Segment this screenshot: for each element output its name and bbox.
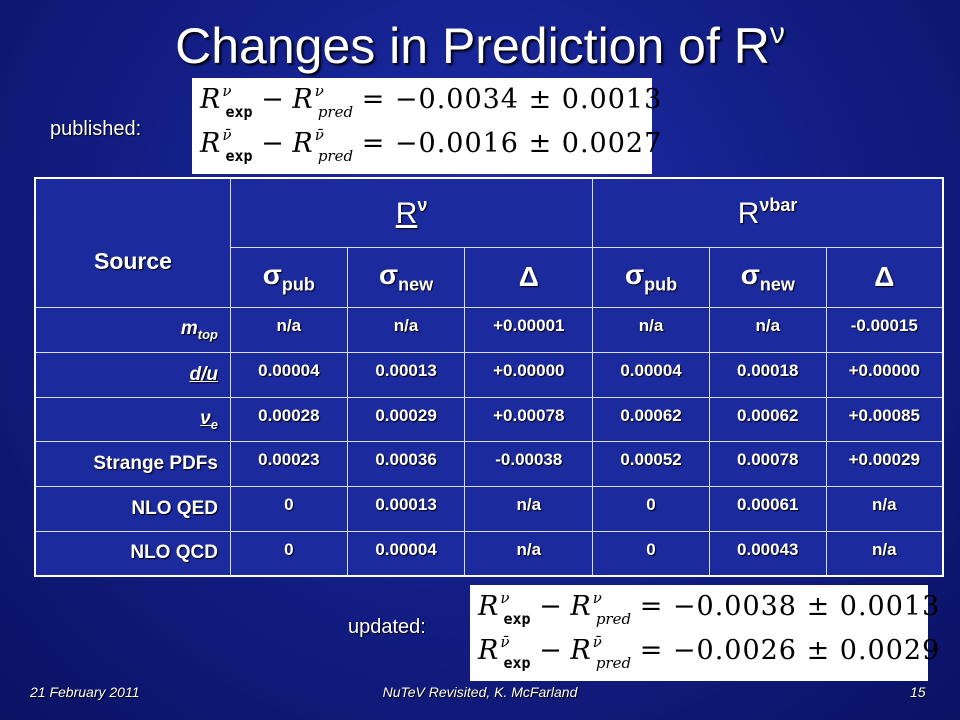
table-row: NLO QCD 0 0.00004 n/a 0 0.00043 n/a [34,530,944,577]
table-cell: 0.00062 [592,396,710,443]
table-cell: 0.00036 [346,441,466,488]
table-row: Strange PDFs 0.00023 0.00036 -0.00038 0.0005… [34,441,944,488]
table-cell: 0.00052 [592,441,710,488]
col-header-sigma-new-nubar: σnew [708,246,827,309]
table-cell: 0.00078 [708,441,827,488]
table-cell: 0.00013 [346,486,466,532]
table-cell: n/a [346,307,466,354]
table-cell: 0.00061 [708,486,827,532]
table-cell: 0.00004 [346,530,466,577]
table-cell: 0.00023 [229,441,348,488]
slide-title-text: Changes in Prediction of R [175,18,770,74]
table-cell: 0.00028 [229,396,348,443]
table-cell: n/a [708,307,827,354]
systematics-table: Source Rν Rνbar σpub σnew Δ σpub σnew Δ … [34,177,944,577]
footer-date: 21 February 2011 [30,684,140,700]
table-cell: -0.00038 [464,441,594,488]
table-cell: n/a [464,530,594,577]
row-source: mtop [34,307,231,354]
table-cell: -0.00015 [825,307,944,354]
table-cell: 0.00013 [346,352,466,398]
row-source: NLO QED [34,486,231,532]
table-cell: 0 [592,486,710,532]
footer-page-number: 15 [910,684,926,700]
group-header-rnubar: Rνbar [592,177,944,248]
slide-title-sup: ν [769,17,785,50]
table-cell: 0.00043 [708,530,827,577]
table-cell: 0.00029 [346,396,466,443]
table-cell: 0.00018 [708,352,827,398]
source-header: Source [34,177,231,309]
table-row: mtop n/a n/a +0.00001 n/a n/a -0.00015 [34,307,944,354]
col-header-sigma-pub-nubar: σpub [592,246,710,309]
table-cell: 0 [229,530,348,577]
col-header-sigma-new-nu: σnew [346,246,466,309]
table-cell: 0.00004 [592,352,710,398]
table-row: NLO QED 0 0.00013 n/a 0 0.00061 n/a [34,486,944,532]
table-body: mtop n/a n/a +0.00001 n/a n/a -0.00015 d/u 0.000… [34,307,944,577]
table-cell: 0 [229,486,348,532]
table-cell: n/a [825,530,944,577]
published-label: published: [50,118,142,140]
table-cell: +0.00078 [464,396,594,443]
table-cell: +0.00000 [825,352,944,398]
col-header-delta-nubar: Δ [825,246,944,309]
table-cell: n/a [464,486,594,532]
table-row: d/u 0.00004 0.00013 +0.00000 0.00004 0.00018 +… [34,352,944,398]
table-cell: n/a [592,307,710,354]
table-cell: 0.00062 [708,396,827,443]
table-cell: +0.00085 [825,396,944,443]
table-cell: +0.00029 [825,441,944,488]
updated-label: updated: [348,616,426,638]
table-cell: n/a [825,486,944,532]
group-header-rnu: Rν [229,177,594,248]
row-source: νe [34,396,231,443]
table-row: νe 0.00028 0.00029 +0.00078 0.00062 0.00062 +0… [34,396,944,443]
table-cell: n/a [229,307,348,354]
col-header-delta-nu: Δ [464,246,594,309]
table-cell: +0.00001 [464,307,594,354]
table-cell: +0.00000 [464,352,594,398]
slide-title: Changes in Prediction of Rν [0,6,960,74]
row-source: Strange PDFs [34,441,231,488]
row-source: d/u [34,352,231,398]
table-cell: 0.00004 [229,352,348,398]
table-cell: 0 [592,530,710,577]
row-source: NLO QCD [34,530,231,577]
col-header-sigma-pub-nu: σpub [229,246,348,309]
footer-title: NuTeV Revisited, K. McFarland [382,684,578,700]
